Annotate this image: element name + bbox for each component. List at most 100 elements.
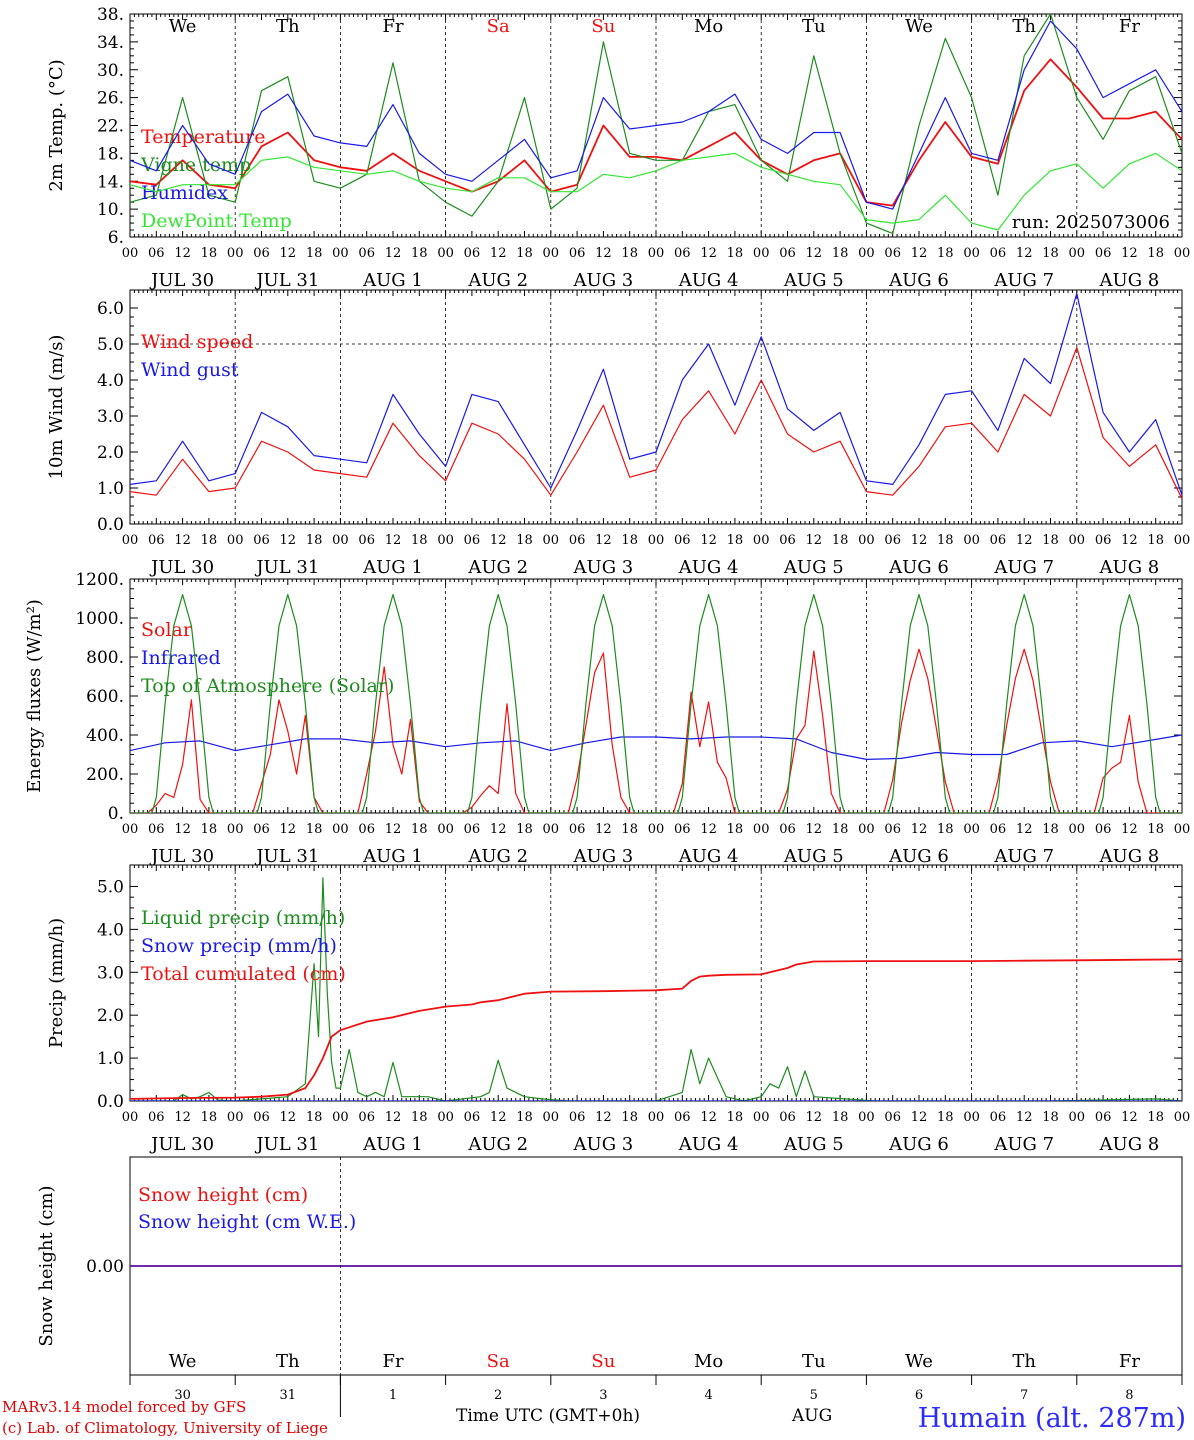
date-label: AUG 7	[993, 846, 1054, 867]
hour-label: 00	[753, 533, 770, 548]
date-label: AUG 3	[573, 846, 634, 867]
weekday-label: Su	[591, 1351, 615, 1372]
hour-label: 06	[148, 533, 165, 548]
y-tick-label: 22.	[97, 117, 124, 137]
hour-label: 12	[595, 822, 612, 837]
hour-label: 12	[174, 822, 191, 837]
hour-label: 18	[621, 822, 638, 837]
hour-label: 00	[648, 1110, 665, 1125]
date-label: AUG 2	[467, 270, 528, 291]
hour-label: 00	[1174, 246, 1191, 261]
hour-label: 00	[1174, 1110, 1191, 1125]
hour-label: 00	[332, 822, 349, 837]
date-label: AUG 5	[783, 270, 844, 291]
weekday-label: We	[169, 1351, 197, 1372]
hour-label: 12	[1016, 246, 1033, 261]
y-tick-label: 4.0	[97, 920, 124, 940]
hour-label: 06	[674, 822, 691, 837]
hour-label: 12	[1016, 1110, 1033, 1125]
hour-label: 18	[1147, 822, 1164, 837]
date-label: AUG 3	[573, 1134, 634, 1155]
hour-label: 00	[543, 822, 560, 837]
y-tick-label: 1000.	[75, 609, 124, 629]
day-number: 31	[280, 1388, 297, 1403]
hour-label: 18	[621, 246, 638, 261]
weekday-label: Mo	[694, 16, 723, 37]
hour-label: 12	[595, 1110, 612, 1125]
hour-label: 18	[1042, 533, 1059, 548]
date-label: JUL 30	[149, 846, 214, 867]
date-label: AUG 8	[1099, 846, 1160, 867]
month-label: AUG	[792, 1406, 833, 1426]
hour-label: 00	[963, 246, 980, 261]
hour-label: 06	[1095, 822, 1112, 837]
hour-label: 12	[385, 246, 402, 261]
hour-label: 12	[1121, 822, 1138, 837]
hour-label: 06	[884, 246, 901, 261]
hour-label: 12	[280, 822, 297, 837]
panel-2: 6.0 5.0 4.0 3.0 2.0 1.0 0.0 10m Wind (m/s) Wind …	[46, 289, 1190, 578]
date-label: AUG 6	[888, 270, 949, 291]
hour-label: 06	[779, 246, 796, 261]
time-axis-label: Time UTC (GMT+0h)	[456, 1406, 641, 1426]
y-tick-label: 200.	[86, 765, 124, 785]
hour-label: 06	[990, 1110, 1007, 1125]
hour-label: 00	[227, 822, 244, 837]
hour-label: 18	[727, 1110, 744, 1125]
date-label: JUL 30	[149, 557, 214, 578]
hour-label: 00	[648, 822, 665, 837]
hour-label: 18	[201, 533, 218, 548]
hour-label: 12	[806, 246, 823, 261]
y-tick-label: 4.0	[97, 371, 124, 391]
hour-label: 18	[727, 822, 744, 837]
hour-label: 18	[201, 1110, 218, 1125]
y-axis-title: Precip (mm/h)	[46, 918, 67, 1048]
date-label: AUG 6	[888, 557, 949, 578]
hour-label: 06	[358, 822, 375, 837]
hour-label: 00	[753, 1110, 770, 1125]
hour-label: 12	[1016, 533, 1033, 548]
hour-label: 12	[174, 533, 191, 548]
hour-label: 18	[516, 533, 533, 548]
y-tick-label: 600.	[86, 687, 124, 707]
weekday-label: Th	[276, 16, 300, 37]
hour-label: 06	[464, 533, 481, 548]
y-tick-label: 30.	[97, 61, 124, 81]
date-label: JUL 31	[254, 557, 319, 578]
hour-label: 06	[464, 246, 481, 261]
legend-entry: Wind speed	[141, 331, 253, 353]
day-number: 30	[174, 1388, 191, 1403]
hour-label: 18	[832, 533, 849, 548]
y-tick-label: 34.	[97, 33, 124, 53]
hour-label: 12	[280, 246, 297, 261]
hour-label: 12	[174, 246, 191, 261]
hour-label: 18	[832, 822, 849, 837]
date-label: AUG 4	[678, 1134, 739, 1155]
panel-4: 5.0 4.0 3.0 2.0 1.0 0.0 Precip (mm/h) Liquid pr…	[46, 864, 1191, 1155]
hour-label: 18	[1147, 246, 1164, 261]
legend-entry: Snow height (cm)	[138, 1184, 308, 1206]
y-tick-label: 14.	[97, 172, 124, 192]
hour-label: 06	[674, 1110, 691, 1125]
hour-label: 12	[806, 1110, 823, 1125]
y-tick-label: 2.0	[97, 443, 124, 463]
date-label: AUG 8	[1099, 1134, 1160, 1155]
y-tick-label: 26.	[97, 89, 124, 109]
hour-label: 00	[122, 822, 139, 837]
hour-label: 12	[490, 822, 507, 837]
hour-label: 12	[1121, 533, 1138, 548]
hour-label: 18	[621, 1110, 638, 1125]
series-line-4	[130, 152, 1182, 231]
series-line-3	[130, 20, 1182, 210]
day-number: 1	[389, 1388, 397, 1403]
y-tick-label: 0.	[108, 804, 124, 824]
weekday-label: We	[905, 16, 933, 37]
y-tick-label: 0.0	[97, 1092, 124, 1112]
hour-label: 00	[753, 246, 770, 261]
date-label: AUG 8	[1099, 557, 1160, 578]
legend-entry: Humidex	[141, 182, 228, 204]
legend-entry: Wind gust	[141, 359, 239, 381]
hour-label: 12	[595, 533, 612, 548]
model-credit: MARv3.14 model forced by GFS	[2, 1398, 247, 1416]
hour-label: 12	[490, 533, 507, 548]
